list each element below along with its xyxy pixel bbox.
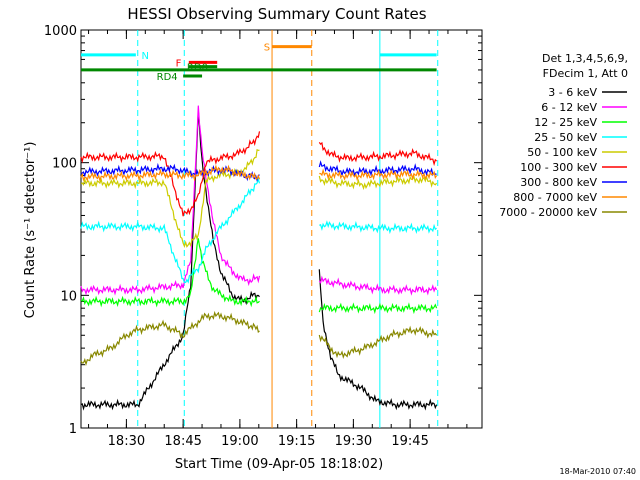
x-tick-label: 19:30 <box>335 434 372 449</box>
series-line <box>80 238 438 315</box>
series-line <box>80 310 438 367</box>
flag-label: F <box>176 58 182 69</box>
plot-frame <box>80 29 483 429</box>
legend-entries: 3 - 6 keV 6 - 12 keV 12 - 25 keV 25 - 50 ke… <box>499 86 627 219</box>
x-tick-label: 19:15 <box>278 434 315 449</box>
legend-label: 300 - 800 keV <box>520 176 597 189</box>
legend-label: 7000 - 20000 keV <box>499 206 597 219</box>
legend-header-line-2: FDecim 1, Att 0 <box>543 67 628 80</box>
series-line <box>80 105 438 296</box>
flag-label: RD0 <box>187 63 208 74</box>
series-line <box>81 148 438 249</box>
legend-label: 12 - 25 keV <box>534 116 597 129</box>
legend-header-line-1: Det 1,3,4,5,6,9, <box>542 52 628 65</box>
series-line <box>80 164 438 183</box>
y-tick-label: 1 <box>69 422 77 437</box>
x-tick-label: 18:45 <box>164 434 201 449</box>
observing-flags: N S F RD0 RD4 <box>81 43 437 83</box>
y-axis: 1 10 100 1000 <box>44 24 482 437</box>
legend-label: 800 - 7000 keV <box>513 191 597 204</box>
x-tick-label: 18:30 <box>108 434 145 449</box>
legend: Det 1,3,4,5,6,9, FDecim 1, Att 0 3 - 6 k… <box>499 52 628 219</box>
plot-area <box>80 29 483 429</box>
generation-date: 18-Mar-2010 07:40 <box>560 467 637 476</box>
legend-label: 6 - 12 keV <box>541 101 597 114</box>
flag-label: RD4 <box>157 72 178 83</box>
y-tick-label: 1000 <box>44 24 77 39</box>
x-tick-label: 19:00 <box>221 434 258 449</box>
y-tick-label: 100 <box>52 157 77 172</box>
y-tick-label: 10 <box>60 289 77 304</box>
series-line <box>80 176 437 284</box>
series-line <box>80 131 437 217</box>
flag-label: N <box>142 51 149 62</box>
y-axis-label: Count Rate (s⁻¹ detector⁻¹) <box>23 142 38 319</box>
series-lines <box>80 105 438 411</box>
x-axis: 18:30 18:45 19:00 19:15 19:30 19:45 <box>88 30 468 449</box>
chart-title: HESSI Observing Summary Count Rates <box>127 5 426 23</box>
x-axis-label: Start Time (09-Apr-05 18:18:02) <box>175 457 383 472</box>
series-line <box>80 110 438 411</box>
legend-label: 50 - 100 keV <box>527 146 597 159</box>
x-tick-label: 19:45 <box>391 434 428 449</box>
legend-label: 100 - 300 keV <box>520 161 597 174</box>
legend-label: 3 - 6 keV <box>548 86 597 99</box>
flag-label: S <box>264 43 270 54</box>
legend-label: 25 - 50 keV <box>534 131 597 144</box>
